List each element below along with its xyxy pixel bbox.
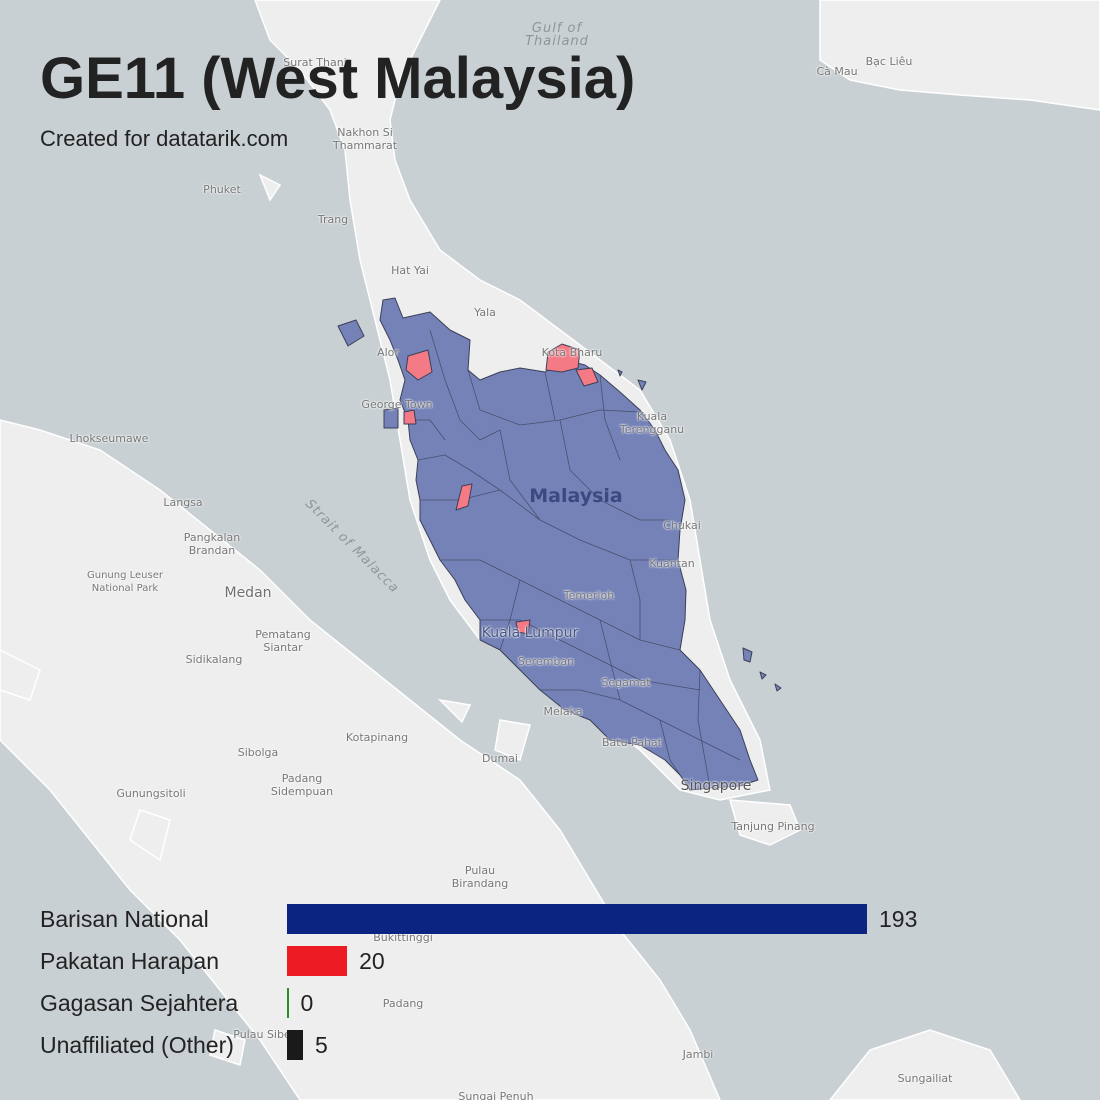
map-label-yala: Yala [474,306,496,319]
map-label-nakhon-si-thammarat: Nakhon Si Thammarat [332,126,398,152]
region-barisan-national[interactable] [379,297,759,791]
map-label-kuala-lumpur: Kuala Lumpur [481,625,579,641]
legend-bar [287,904,867,934]
map-label-segamat: Segamat [601,676,651,689]
map-label-kotapinang: Kotapinang [345,731,409,744]
map-label-lhokseumawe: Lhokseumawe [69,432,149,445]
legend-value: 5 [315,1032,328,1058]
map-label-jambi: Jambi [682,1048,714,1061]
map-label-pulau-siberut: Pulau Sibe [233,1028,291,1041]
map-label-sungailiat: Sungailiat [897,1072,953,1085]
map-label-temerloh: Temerloh [563,589,615,602]
legend-bar [287,1030,303,1060]
map-label-singapore: Singapore [680,778,752,794]
land-island [494,719,531,762]
region-pakatan-harapan[interactable] [545,343,581,373]
map-label-sungai-penuh: Sungai Penuh [458,1090,534,1100]
map-label-padang: Padang [382,997,424,1010]
map-label-pangkalan-brandan: Pangkalan Brandan [183,531,241,557]
district-borders [408,329,741,789]
map-label-kuala-terengganu: Kuala Terengganu [619,410,685,436]
legend-label: Pakatan Harapan [40,948,220,974]
land-island [209,1029,246,1066]
land-riau-islands [728,799,801,846]
region-island[interactable] [617,369,623,377]
map-label-ca-mau: Cà Mau [816,65,858,78]
map-label-phuket: Phuket [203,183,241,196]
land-indochina [819,0,1100,111]
map-label-melaka: Melaka [543,705,583,718]
legend-value: 193 [879,906,918,932]
region-pakatan-harapan[interactable] [575,367,599,387]
map-label-sibolga: Sibolga [237,746,279,759]
map-label-gunung-leuser: Gunung Leuser National Park [87,570,163,594]
map-label-langsa: Langsa [163,496,203,509]
map-label-trang: Trang [317,213,349,226]
map-label-chukai: Chukai [663,519,701,532]
map-label-surat-thani: Surat Thani [283,56,347,69]
legend-row-barisan-national: Barisan National 193 [40,904,1040,936]
map-label-sidikalang: Sidikalang [185,653,243,666]
region-island[interactable] [774,683,782,692]
region-island[interactable] [742,647,753,663]
map-label-seremban: Seremban [517,655,575,668]
legend-bar [287,988,289,1018]
region-island[interactable] [383,407,399,429]
region-pakatan-harapan[interactable] [405,349,433,381]
map-label-bac-lieu: Bạc Liêu [865,55,913,68]
map-label-pulau-birandang: Pulau Birandang [451,864,509,890]
legend-row-unaffiliated: Unaffiliated (Other) 5 [40,1030,1040,1062]
map-label-alor-setar: Alor [377,346,399,359]
legend-label: Unaffiliated (Other) [40,1032,234,1058]
map-label-padang-sidempuan: Padang Sidempuan [270,772,334,798]
legend-label: Barisan National [40,906,209,932]
land-island [437,698,472,724]
map-label-george-town: George Town [361,398,433,411]
map-label-tanjung-pinang: Tanjung Pinang [731,820,815,833]
map-label-kuantan: Kuantan [649,557,695,570]
region-island[interactable] [759,671,767,680]
region-pakatan-harapan[interactable] [515,619,531,635]
map-label-gulf-of-thailand: Gulf of Thailand [525,21,589,49]
land-island [129,809,171,862]
page-subtitle: Created for datatarik.com [40,126,289,151]
map-label-malaysia: Malaysia [529,485,623,507]
map-label-dumai: Dumai [482,752,518,765]
region-pakatan-harapan[interactable] [455,483,473,511]
legend-value: 20 [359,948,385,974]
map-label-hat-yai: Hat Yai [391,264,429,277]
legend-row-pakatan-harapan: Pakatan Harapan 20 [40,946,1040,978]
map-label-medan: Medan [224,585,272,601]
region-pakatan-harapan[interactable] [403,409,417,425]
constituency-layer[interactable] [337,297,782,791]
map-label-pematang-siantar: Pematang Siantar [255,628,311,654]
land-island [0,649,41,701]
map-label-gunungsitoli: Gunungsitoli [116,787,186,800]
legend-label: Gagasan Sejahtera [40,990,239,1016]
region-island[interactable] [637,379,647,391]
legend-row-gagasan-sejahtera: Gagasan Sejahtera 0 [40,988,1040,1020]
land-bangka [829,1029,1021,1100]
land-island [258,173,282,202]
legend-value: 0 [300,990,314,1016]
region-island[interactable] [337,319,365,347]
page-title: GE11 (West Malaysia) [40,46,636,111]
map-label-bukittinggi: Bukittinggi [373,931,433,944]
map-label-kota-bharu: Kota Bharu [541,346,603,359]
legend-bar [287,946,348,976]
map-label-batu-pahat: Batu Pahat [602,736,662,749]
